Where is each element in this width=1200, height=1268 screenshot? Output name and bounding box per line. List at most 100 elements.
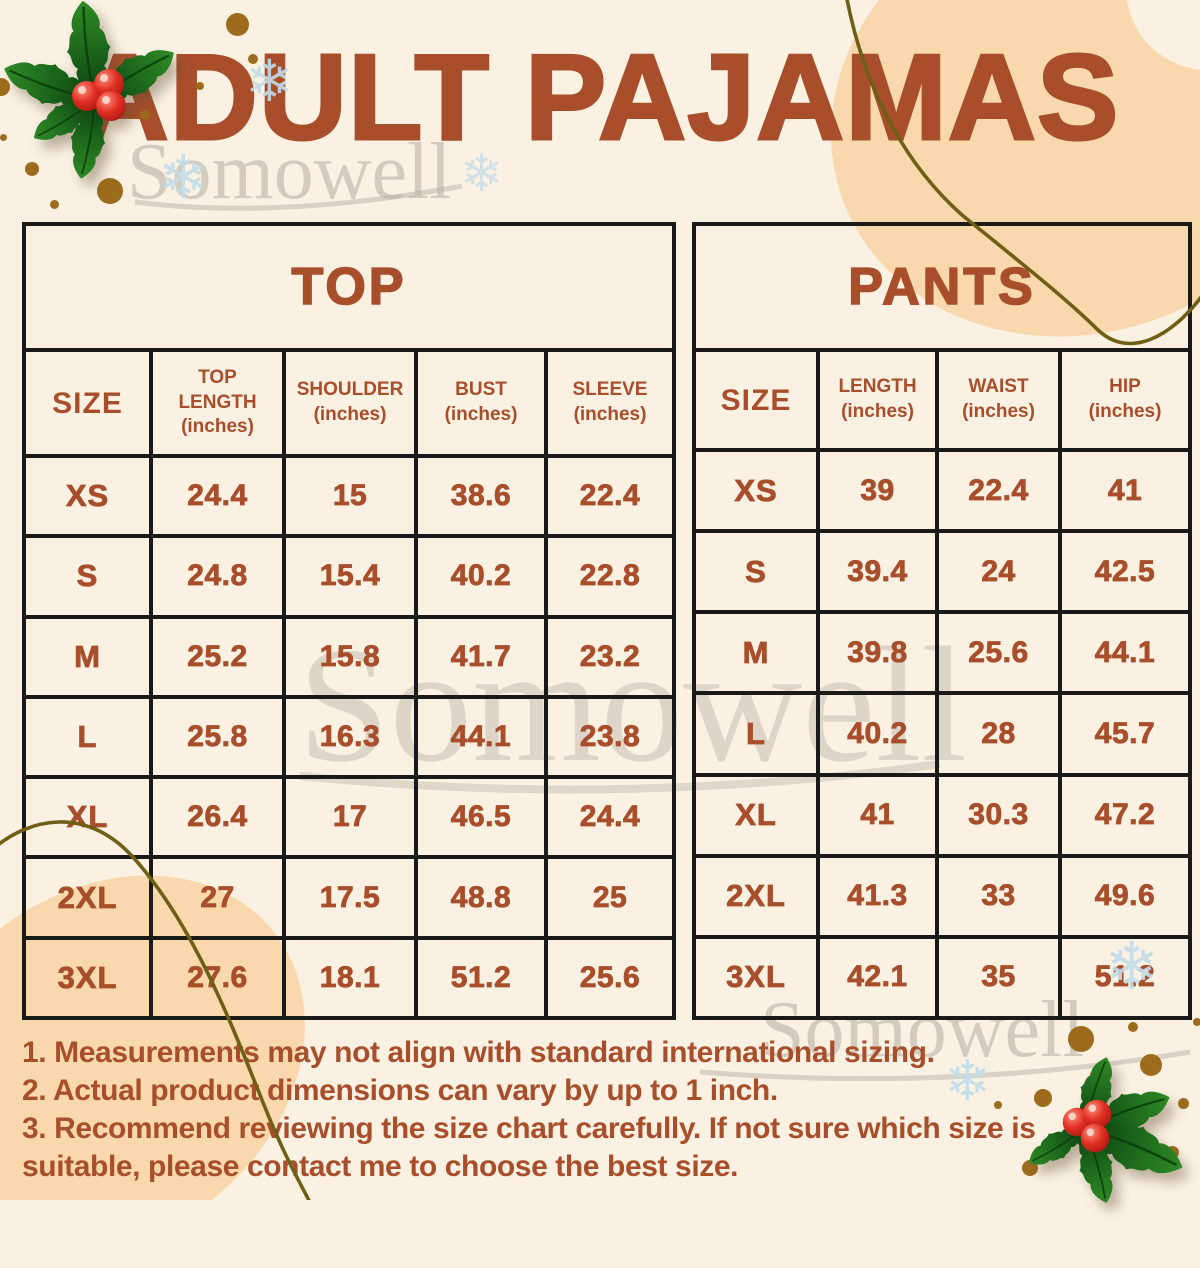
- cell-value: 42.5: [1060, 531, 1190, 613]
- paint-dot: [140, 110, 150, 120]
- cell-value: 47.2: [1060, 774, 1190, 856]
- paint-dot: [1178, 1098, 1189, 1109]
- cell-value: 24: [937, 531, 1060, 613]
- cell-value: 22.4: [546, 456, 674, 537]
- cell-value: 41.7: [416, 616, 546, 697]
- cell-value: 42.1: [818, 936, 937, 1018]
- watermark-text: Somowell: [127, 128, 451, 216]
- paint-dot: [50, 200, 59, 209]
- cell-value: 22.4: [937, 450, 1060, 532]
- cell-value: 27: [151, 857, 284, 938]
- holly-decoration-bottom-right: [1020, 1051, 1193, 1209]
- column-name: BUST: [455, 379, 507, 401]
- cell-value: 38.6: [416, 456, 546, 537]
- cell-value: 40.2: [416, 536, 546, 617]
- cell-value: 16.3: [284, 696, 416, 778]
- snowflake-icon: ❄: [1104, 928, 1160, 1005]
- column-header: SIZE: [694, 350, 818, 450]
- top-size-table: TOP SIZE TOP LENGTH (inches) SHOULDER (inc…: [22, 222, 676, 1020]
- column-unit: (inches): [1088, 401, 1162, 422]
- paint-dot: [1140, 1054, 1162, 1076]
- column-unit: (inches): [444, 404, 518, 425]
- cell-value: 41: [1060, 450, 1190, 532]
- watermark-swoosh: [134, 183, 463, 211]
- column-unit: (inches): [313, 404, 387, 425]
- paint-dot: [25, 162, 39, 176]
- column-header: SHOULDER (inches): [284, 350, 416, 456]
- cell-value: 17.5: [284, 857, 416, 938]
- cell-value: 28: [937, 693, 1060, 775]
- cell-value: 25.6: [546, 937, 674, 1018]
- column-name: SLEEVE: [572, 379, 648, 401]
- column-name: LENGTH: [838, 376, 917, 398]
- cell-value: 49.6: [1060, 855, 1190, 937]
- column-header: SIZE: [24, 350, 151, 456]
- paint-dot: [196, 82, 204, 90]
- holly-decoration-top-left: [0, 0, 186, 183]
- column-name: TOP LENGTH: [178, 366, 257, 413]
- cell-value: 23.8: [546, 696, 674, 778]
- paint-dot: [1128, 1022, 1138, 1032]
- size-label: XS: [24, 456, 151, 537]
- size-label: 3XL: [694, 936, 818, 1018]
- size-label: L: [24, 696, 151, 778]
- column-name: SIZE: [720, 383, 792, 417]
- cell-value: 39: [818, 450, 937, 532]
- size-label: XL: [694, 774, 818, 856]
- column-header: WAIST (inches): [937, 350, 1060, 450]
- cell-value: 23.2: [546, 616, 674, 697]
- cell-value: 27.6: [151, 937, 284, 1018]
- cell-value: 18.1: [284, 937, 416, 1018]
- cell-value: 15: [284, 456, 416, 537]
- column-name: SHOULDER: [296, 379, 404, 401]
- cell-value: 25.6: [937, 612, 1060, 694]
- snowflake-icon: ❄: [944, 1049, 991, 1114]
- column-unit: (inches): [962, 401, 1035, 422]
- size-label: 2XL: [694, 855, 818, 937]
- cell-value: 24.4: [546, 777, 674, 858]
- watermark-text: Somowell: [760, 986, 1084, 1074]
- cell-value: 44.1: [416, 696, 546, 778]
- column-name: HIP: [1109, 376, 1141, 398]
- size-label: S: [24, 536, 151, 617]
- cell-value: 24.8: [151, 536, 284, 617]
- column-name: WAIST: [968, 376, 1029, 398]
- paint-dot: [994, 1101, 1002, 1109]
- cell-value: 25.8: [151, 696, 284, 778]
- paint-dot: [248, 54, 258, 64]
- cell-value: 46.5: [416, 777, 546, 858]
- size-label: 3XL: [24, 937, 151, 1018]
- watermark-layer: Somowell Somowell Somowell: [127, 128, 1191, 1082]
- cell-value: 26.4: [151, 777, 284, 858]
- cell-value: 15.8: [284, 616, 416, 697]
- size-label: L: [694, 693, 818, 775]
- column-header: HIP (inches): [1060, 350, 1190, 450]
- watermark-text: Somowell: [298, 613, 967, 796]
- size-label: M: [694, 612, 818, 694]
- size-label: XS: [694, 450, 818, 532]
- table-title-top: TOP: [24, 224, 674, 350]
- paint-dot: [97, 178, 123, 204]
- cell-value: 39.8: [818, 612, 937, 694]
- paint-dot: [1034, 1089, 1052, 1107]
- cell-value: 51.2: [1060, 936, 1190, 1018]
- cell-value: 48.8: [416, 857, 546, 938]
- paint-dot: [1193, 1018, 1200, 1026]
- cell-value: 44.1: [1060, 612, 1190, 694]
- cell-value: 15.4: [284, 536, 416, 617]
- column-header: LENGTH (inches): [818, 350, 937, 450]
- cell-value: 17: [284, 777, 416, 858]
- size-chart-poster: { "title": "ADULT PAJAMAS", "watermark":…: [0, 0, 1200, 1209]
- cell-value: 41: [818, 774, 937, 856]
- paint-dot: [226, 13, 249, 36]
- cell-value: 25: [546, 857, 674, 938]
- cell-value: 22.8: [546, 536, 674, 617]
- column-header: TOP LENGTH (inches): [151, 350, 284, 456]
- column-unit: (inches): [841, 401, 914, 422]
- table-title-pants: PANTS: [694, 224, 1190, 350]
- cell-value: 51.2: [416, 937, 546, 1018]
- cell-value: 25.2: [151, 616, 284, 697]
- cell-value: 41.3: [818, 855, 937, 937]
- paint-dot: [0, 134, 7, 141]
- cell-value: 40.2: [818, 693, 937, 775]
